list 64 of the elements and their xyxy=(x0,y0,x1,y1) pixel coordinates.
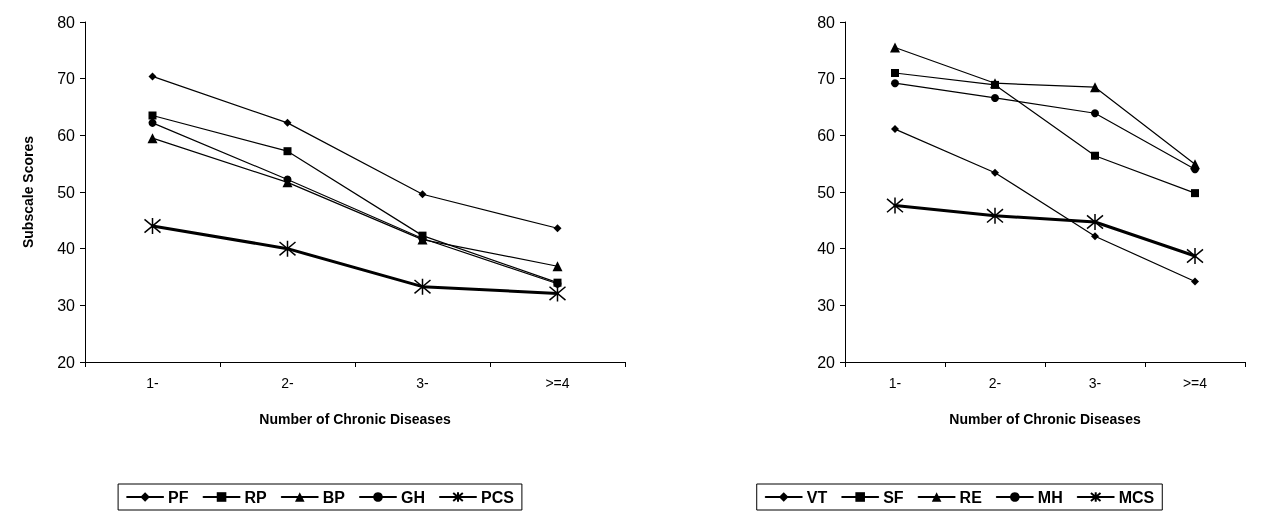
x-tick-label: 1- xyxy=(146,375,160,391)
point xyxy=(1091,151,1099,160)
y-tick-label: 40 xyxy=(817,240,836,258)
legend-label: MH xyxy=(1037,488,1063,506)
x-tick-label: 1- xyxy=(888,375,902,391)
legend-label: GH xyxy=(401,488,425,506)
point xyxy=(891,125,899,134)
point xyxy=(991,93,999,102)
x-tick-label: 2- xyxy=(281,375,295,391)
legend-label: VT xyxy=(806,488,828,506)
x-axis-title: Number of Chronic Diseases xyxy=(949,411,1141,427)
point xyxy=(283,118,292,127)
point xyxy=(413,277,432,296)
point xyxy=(552,261,563,272)
x-tick-label: 3- xyxy=(416,375,430,391)
point xyxy=(148,72,157,81)
legend-label: PCS xyxy=(481,488,515,506)
point xyxy=(986,207,1004,225)
y-tick-label: 60 xyxy=(57,126,76,144)
point xyxy=(1191,189,1199,198)
y-tick-label: 30 xyxy=(57,296,76,314)
x-tick-label: 2- xyxy=(988,375,1002,391)
x-tick-label: >=4 xyxy=(545,375,570,391)
point xyxy=(548,284,567,303)
y-tick-label: 80 xyxy=(817,13,836,31)
point xyxy=(278,239,297,258)
y-tick-label: 20 xyxy=(57,353,76,371)
point xyxy=(1191,277,1199,286)
legend-label: RP xyxy=(244,488,268,506)
point xyxy=(1090,82,1100,93)
point xyxy=(283,175,292,184)
y-tick-label: 60 xyxy=(817,126,836,144)
legend-label: MCS xyxy=(1118,488,1155,506)
legend-label: RE xyxy=(959,488,983,506)
legend-label: SF xyxy=(883,488,904,506)
point xyxy=(891,79,899,88)
point xyxy=(147,133,158,144)
x-tick-label: 3- xyxy=(1088,375,1102,391)
point xyxy=(886,196,904,215)
point xyxy=(1091,109,1099,118)
x-tick-label: >=4 xyxy=(1182,375,1208,391)
point xyxy=(890,42,900,53)
point xyxy=(148,111,157,120)
point xyxy=(891,69,899,77)
legend-label: BP xyxy=(322,488,346,506)
y-axis-title: Subscale Scores xyxy=(20,135,36,249)
y-tick-label: 20 xyxy=(817,353,836,371)
y-tick-label: 50 xyxy=(57,183,76,201)
legend-label: PF xyxy=(168,488,189,506)
y-tick-label: 50 xyxy=(817,183,836,201)
point xyxy=(1086,213,1104,231)
y-tick-label: 40 xyxy=(57,240,76,258)
point xyxy=(1186,247,1204,265)
point xyxy=(1091,232,1099,241)
y-tick-label: 70 xyxy=(817,70,836,88)
y-tick-label: 70 xyxy=(57,70,76,88)
y-tick-label: 80 xyxy=(57,13,76,31)
point xyxy=(418,190,427,199)
point xyxy=(991,168,999,177)
point xyxy=(553,224,562,233)
point xyxy=(143,217,162,235)
y-tick-label: 30 xyxy=(817,296,836,314)
point xyxy=(283,147,292,156)
x-axis-title: Number of Chronic Diseases xyxy=(259,411,451,427)
